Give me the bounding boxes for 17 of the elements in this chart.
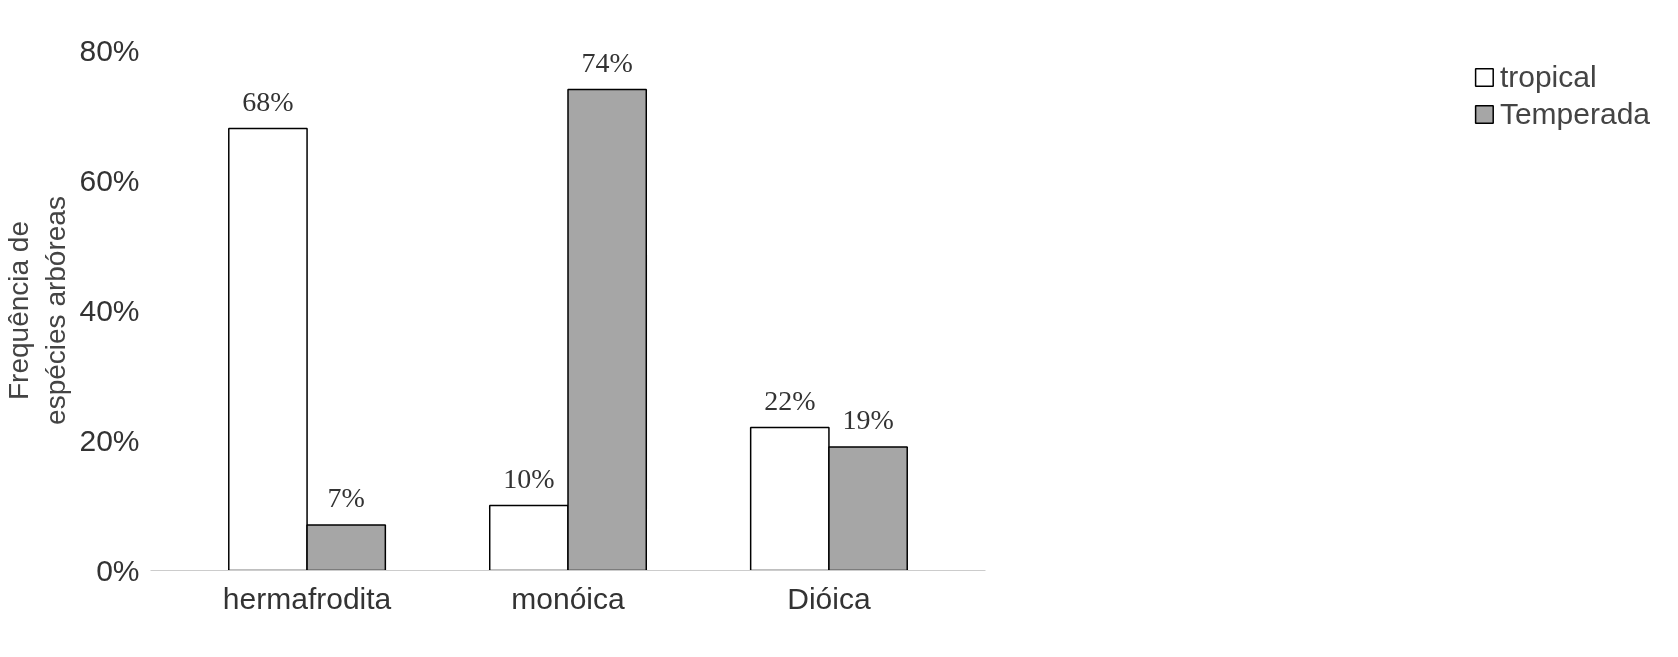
y-axis-title: Frequência de espécies arbóreas (3, 196, 72, 425)
data-label: 74% (581, 46, 633, 78)
y-tick-label: 20% (79, 424, 140, 457)
data-label: 19% (842, 404, 894, 435)
legend-label: Temperada (1499, 97, 1650, 131)
y-tick-label: 0% (96, 554, 140, 587)
data-label: 7% (327, 482, 365, 513)
x-tick-label: hermafrodita (222, 581, 392, 615)
x-tick-label: monóica (511, 581, 626, 615)
data-label: 68% (242, 85, 294, 117)
data-label: 10% (503, 462, 555, 494)
x-tick-label: Dióica (787, 581, 871, 615)
y-tick-label: 40% (79, 294, 140, 327)
y-tick-label: 60% (79, 164, 140, 197)
data-label: 22% (764, 384, 816, 416)
legend-label: tropical (1499, 60, 1597, 94)
y-tick-label: 80% (79, 34, 140, 67)
